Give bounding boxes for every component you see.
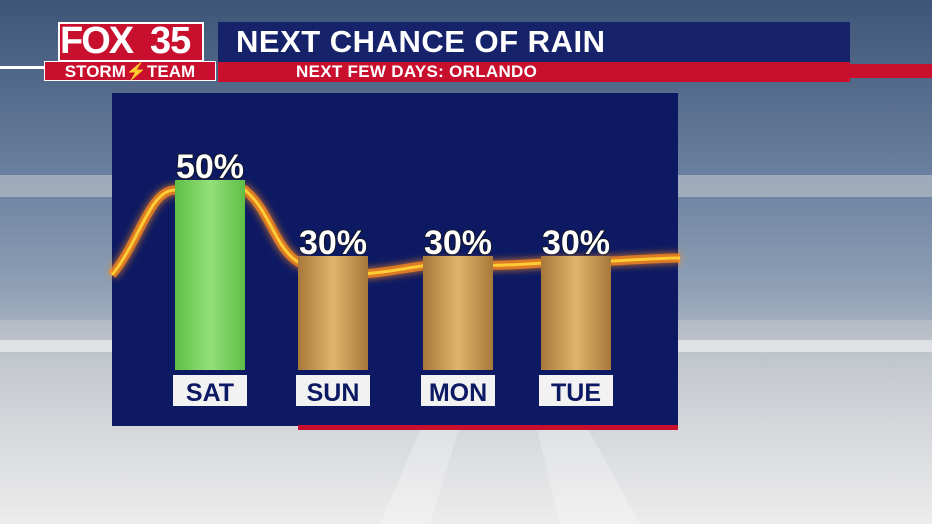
page-subtitle: NEXT FEW DAYS: ORLANDO: [296, 62, 538, 81]
value-label-sat: 50%: [176, 148, 244, 186]
category-label-tue: TUE: [551, 379, 601, 407]
value-label-tue: 30%: [542, 224, 610, 262]
bar-mon: [423, 256, 493, 370]
category-label-sat: SAT: [186, 379, 234, 407]
header-accent-line: [0, 66, 44, 69]
category-box-tue: [539, 375, 613, 406]
logo-channel: 35: [150, 20, 191, 62]
logo-brand: FOX: [60, 20, 134, 62]
page-title: NEXT CHANCE OF RAIN: [236, 24, 606, 59]
subtitle-bar: [218, 62, 850, 82]
category-label-sun: SUN: [307, 379, 360, 407]
bar-sun: [298, 256, 368, 370]
bar-sat: [175, 180, 245, 370]
category-box-sat: [173, 375, 247, 406]
subtitle-bar-extension: [850, 64, 932, 78]
chart-panel-accent: [298, 425, 678, 430]
bar-tue: [541, 256, 611, 370]
storm-team-badge: STORM⚡TEAM: [44, 61, 216, 81]
title-bar: [218, 22, 850, 62]
value-label-mon: 30%: [424, 224, 492, 262]
value-label-sun: 30%: [299, 224, 367, 262]
category-label-mon: MON: [429, 379, 487, 407]
category-box-mon: [421, 375, 495, 406]
category-box-sun: [296, 375, 370, 406]
